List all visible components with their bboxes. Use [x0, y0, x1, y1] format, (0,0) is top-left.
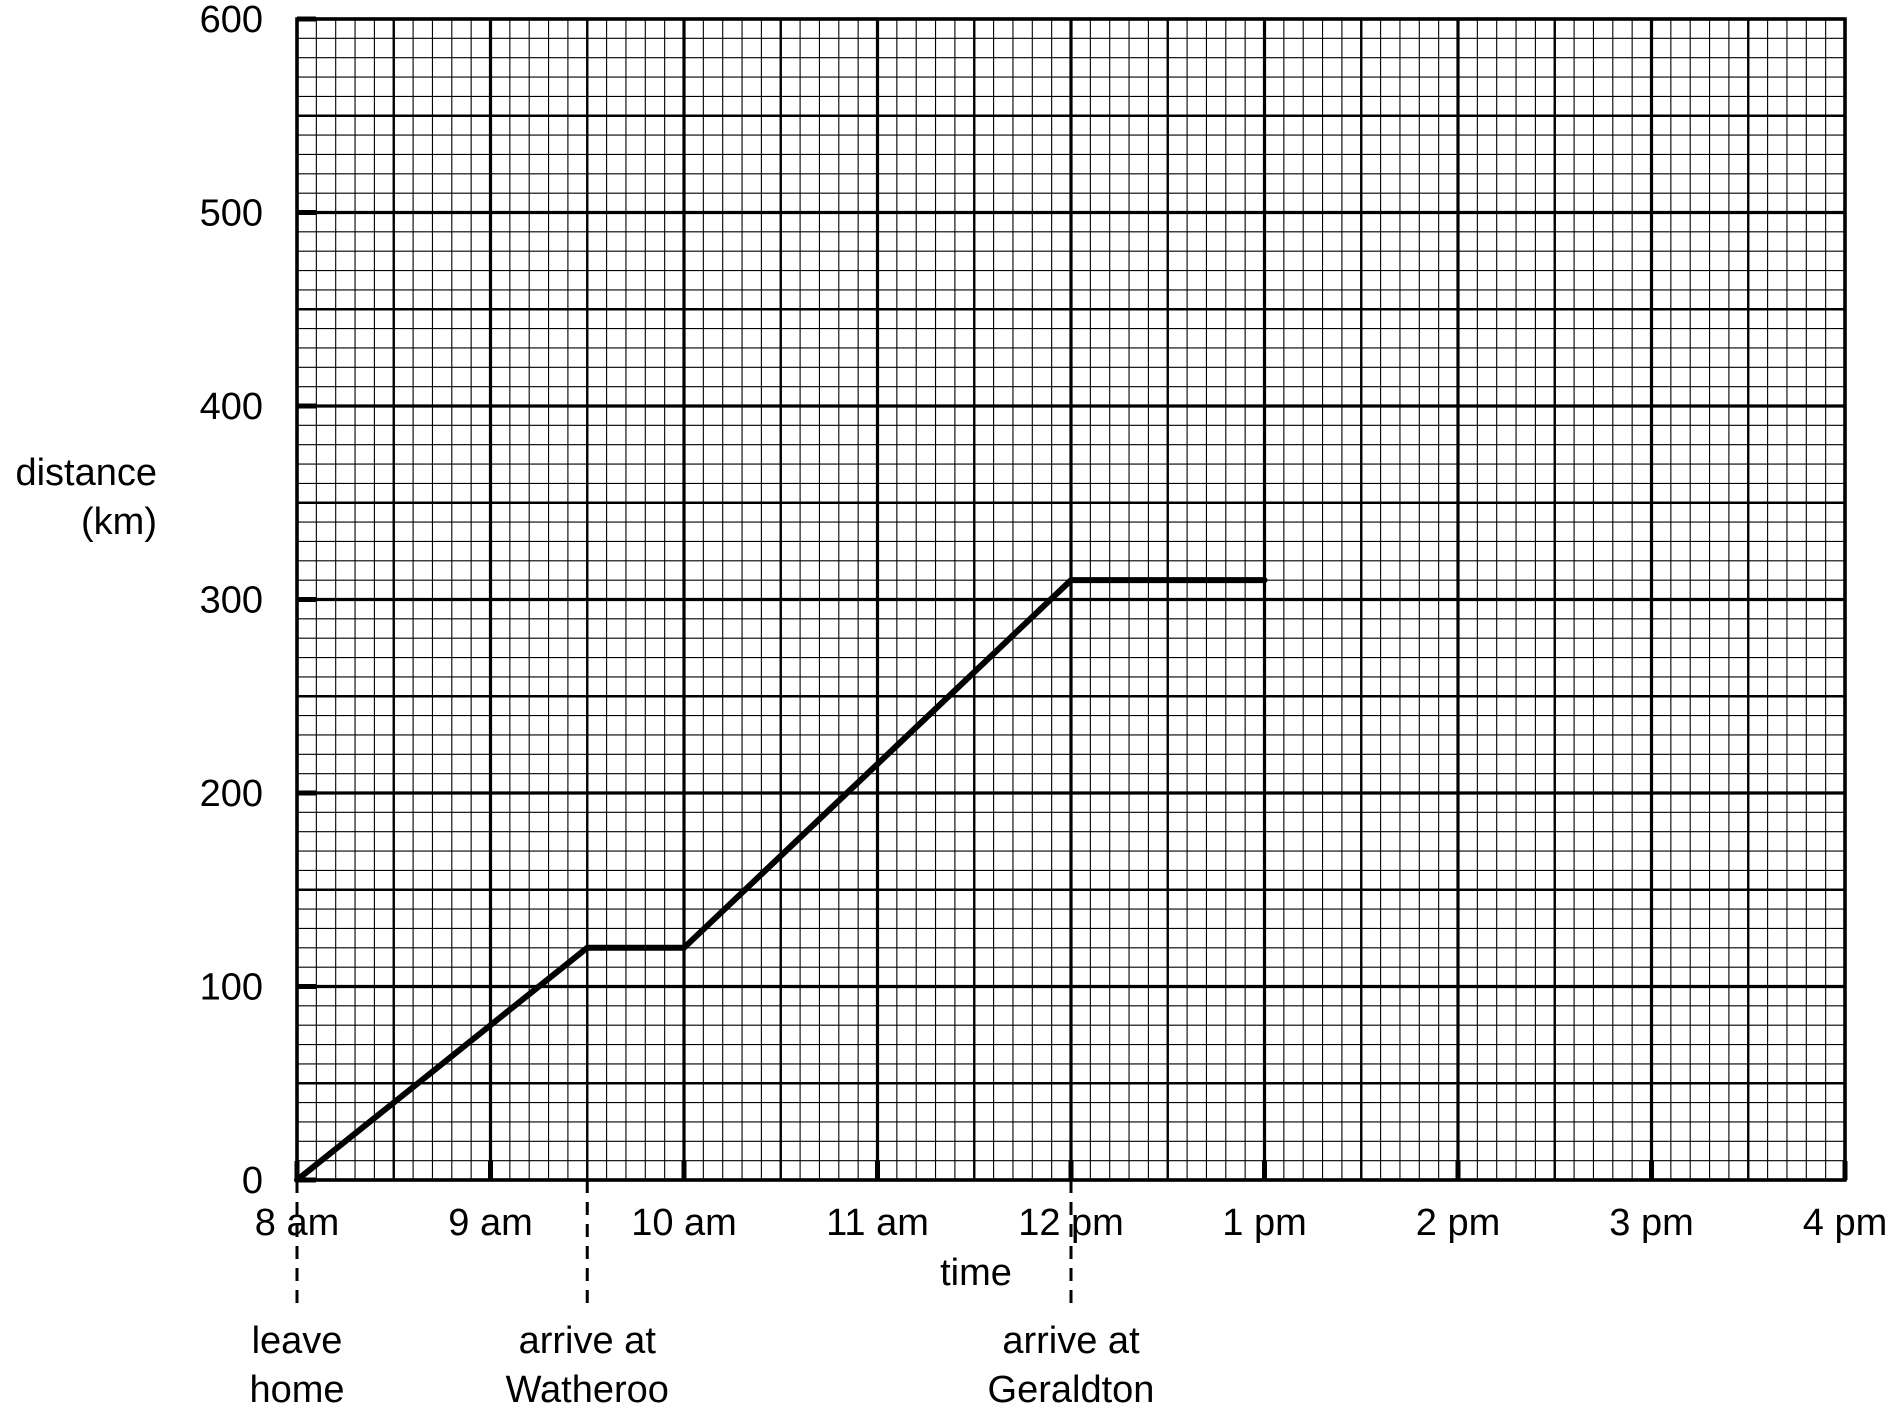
y-tick-label: 500: [200, 193, 263, 235]
y-tick-label: 0: [242, 1160, 263, 1202]
y-axis-label-line1: distance: [15, 452, 157, 494]
x-tick-label: 2 pm: [1416, 1202, 1500, 1244]
y-tick-label: 400: [200, 386, 263, 428]
x-tick-label: 3 pm: [1609, 1202, 1693, 1244]
x-tick-label: 4 pm: [1803, 1202, 1887, 1244]
x-tick-label: 1 pm: [1222, 1202, 1306, 1244]
x-tick-label: 10 am: [631, 1202, 737, 1244]
annotation-label-line1: arrive at: [519, 1320, 657, 1362]
annotation-label-line1: leave: [252, 1320, 343, 1362]
annotation-label-line2: Geraldton: [988, 1369, 1155, 1411]
y-tick-label: 300: [200, 580, 263, 622]
x-tick-label: 9 am: [448, 1202, 532, 1244]
y-axis-label-line2: (km): [81, 501, 157, 543]
x-axis-label: time: [940, 1252, 1012, 1294]
annotation-label-line1: arrive at: [1002, 1320, 1140, 1362]
annotation-label-line2: Watheroo: [506, 1369, 669, 1411]
y-tick-label: 600: [200, 0, 263, 41]
annotation-label-line2: home: [249, 1369, 344, 1411]
annotation-guides: leave home arrive at Watheroo arrive at Geral…: [249, 1180, 1154, 1411]
y-tick-label: 100: [200, 967, 263, 1009]
x-tick-label: 11 am: [826, 1202, 929, 1244]
y-tick-label: 200: [200, 773, 263, 815]
labels-layer: distance (km) time: [15, 452, 1011, 1294]
series-layer: [294, 577, 1268, 1183]
